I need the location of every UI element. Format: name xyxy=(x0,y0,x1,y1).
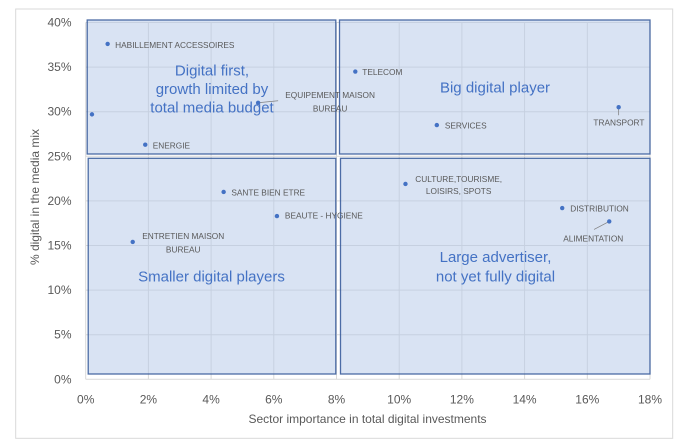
data-point xyxy=(274,213,280,219)
data-point-label: TELECOM xyxy=(362,67,402,77)
y-tick-label: 30% xyxy=(47,105,71,119)
data-point xyxy=(255,100,261,105)
leader-line xyxy=(258,100,279,104)
y-tick-label: 0% xyxy=(54,372,72,386)
y-tick-label: 20% xyxy=(47,194,71,208)
quadrant-box xyxy=(338,19,651,155)
quadrant-box xyxy=(339,157,651,375)
data-point xyxy=(434,122,440,128)
x-axis-title: Sector importance in total digital inves… xyxy=(248,412,486,426)
y-tick-label: 10% xyxy=(47,283,71,297)
x-tick-label: 14% xyxy=(513,393,537,407)
axis-lines xyxy=(85,22,650,380)
leader-line xyxy=(593,221,610,230)
y-tick-label: 15% xyxy=(47,239,71,253)
y-tick-label: 40% xyxy=(47,16,71,30)
quadrant-label: growth limited by xyxy=(156,81,269,98)
data-point-label: SANTE BIEN ETRE xyxy=(231,187,305,197)
data-point xyxy=(607,219,612,224)
quadrant-box xyxy=(87,157,337,375)
data-point xyxy=(403,181,408,187)
quadrant-label: Digital first, xyxy=(175,63,249,80)
data-point-label: ALIMENTATION xyxy=(563,233,623,243)
quadrant-label: not yet fully digital xyxy=(436,269,555,286)
data-point xyxy=(353,69,358,74)
data-point-label: HABILLEMENT ACCESSOIRES xyxy=(115,40,235,50)
quadrant-label: Smaller digital players xyxy=(138,269,285,286)
point-labels: HABILLEMENT ACCESSOIRES ENERGIE EQUIPEMENT… xyxy=(115,40,644,254)
x-tick-label: 2% xyxy=(140,393,158,407)
data-point-label: CULTURE,TOURISME, xyxy=(415,174,502,184)
data-point-label: BUREAU xyxy=(313,104,348,114)
y-tick-label: 35% xyxy=(47,60,71,74)
data-point-label: LOISIRS, SPOTS xyxy=(426,186,492,196)
y-axis-title: % digital in the media mix xyxy=(28,129,42,265)
y-tick-label: 25% xyxy=(47,149,71,163)
data-points xyxy=(89,41,621,245)
data-point-label: DISTRIBUTION xyxy=(570,204,629,214)
quadrant-boxes xyxy=(86,19,651,375)
y-axis-tick-labels: 0% 5% 10% 15% 20% 25% 30% 35% 40% xyxy=(47,16,71,387)
data-point xyxy=(130,239,135,245)
x-tick-label: 6% xyxy=(265,393,283,407)
data-point-label: SERVICES xyxy=(445,121,487,131)
y-tick-label: 5% xyxy=(54,328,72,342)
data-point-label: EQUIPEMENT MAISON xyxy=(285,90,375,100)
x-tick-label: 8% xyxy=(328,393,346,407)
data-point-label: BEAUTE - HYGIENE xyxy=(285,211,363,221)
x-tick-label: 16% xyxy=(575,393,599,407)
data-point xyxy=(143,142,148,147)
x-tick-label: 18% xyxy=(638,393,662,407)
quadrant-labels: Digital first,growth limited by total med… xyxy=(138,63,555,286)
data-point xyxy=(560,205,565,211)
data-point-label: BUREAU xyxy=(166,244,201,254)
quadrant-label: Large advertiser, xyxy=(440,249,552,266)
data-point xyxy=(105,41,110,47)
quadrant-label: Big digital player xyxy=(440,80,550,97)
x-tick-label: 10% xyxy=(387,393,411,407)
data-point-label: TRANSPORT xyxy=(593,117,644,127)
x-tick-label: 4% xyxy=(202,393,220,407)
data-point xyxy=(616,105,621,110)
quadrant-box xyxy=(86,19,337,155)
data-point-label: ENTRETIEN MAISON xyxy=(142,231,224,241)
quadrant-label: total media budget xyxy=(150,100,274,117)
data-point-label: ENERGIE xyxy=(153,141,191,151)
data-point xyxy=(89,112,95,117)
x-axis-tick-labels: 0% 2% 4% 6% 8% 10% 12% 14% 16% 18% xyxy=(77,393,662,407)
x-tick-label: 12% xyxy=(450,393,474,407)
data-point xyxy=(221,189,226,195)
x-tick-label: 0% xyxy=(77,393,95,407)
